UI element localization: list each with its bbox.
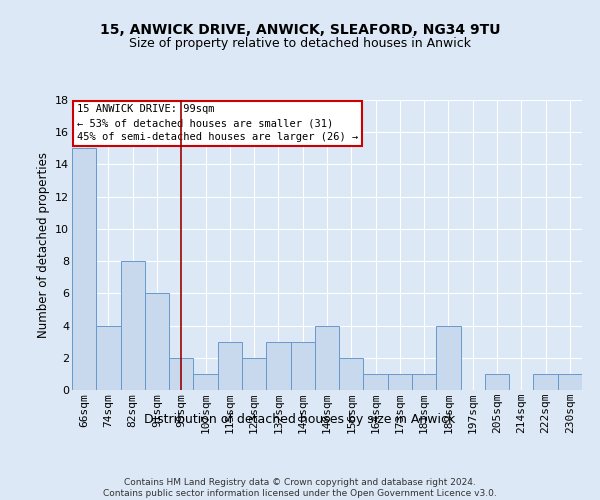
Text: Contains HM Land Registry data © Crown copyright and database right 2024.
Contai: Contains HM Land Registry data © Crown c… <box>103 478 497 498</box>
Bar <box>266 342 290 390</box>
Bar <box>558 374 582 390</box>
Bar <box>315 326 339 390</box>
Text: 15, ANWICK DRIVE, ANWICK, SLEAFORD, NG34 9TU: 15, ANWICK DRIVE, ANWICK, SLEAFORD, NG34… <box>100 22 500 36</box>
Bar <box>242 358 266 390</box>
Bar <box>169 358 193 390</box>
Text: 15 ANWICK DRIVE: 99sqm
← 53% of detached houses are smaller (31)
45% of semi-det: 15 ANWICK DRIVE: 99sqm ← 53% of detached… <box>77 104 358 142</box>
Text: Distribution of detached houses by size in Anwick: Distribution of detached houses by size … <box>145 412 455 426</box>
Bar <box>485 374 509 390</box>
Bar <box>218 342 242 390</box>
Bar <box>145 294 169 390</box>
Bar <box>533 374 558 390</box>
Bar <box>290 342 315 390</box>
Bar <box>72 148 96 390</box>
Y-axis label: Number of detached properties: Number of detached properties <box>37 152 50 338</box>
Bar <box>388 374 412 390</box>
Bar <box>96 326 121 390</box>
Bar <box>121 261 145 390</box>
Text: Size of property relative to detached houses in Anwick: Size of property relative to detached ho… <box>129 38 471 51</box>
Bar <box>412 374 436 390</box>
Bar <box>339 358 364 390</box>
Bar <box>193 374 218 390</box>
Bar <box>364 374 388 390</box>
Bar <box>436 326 461 390</box>
